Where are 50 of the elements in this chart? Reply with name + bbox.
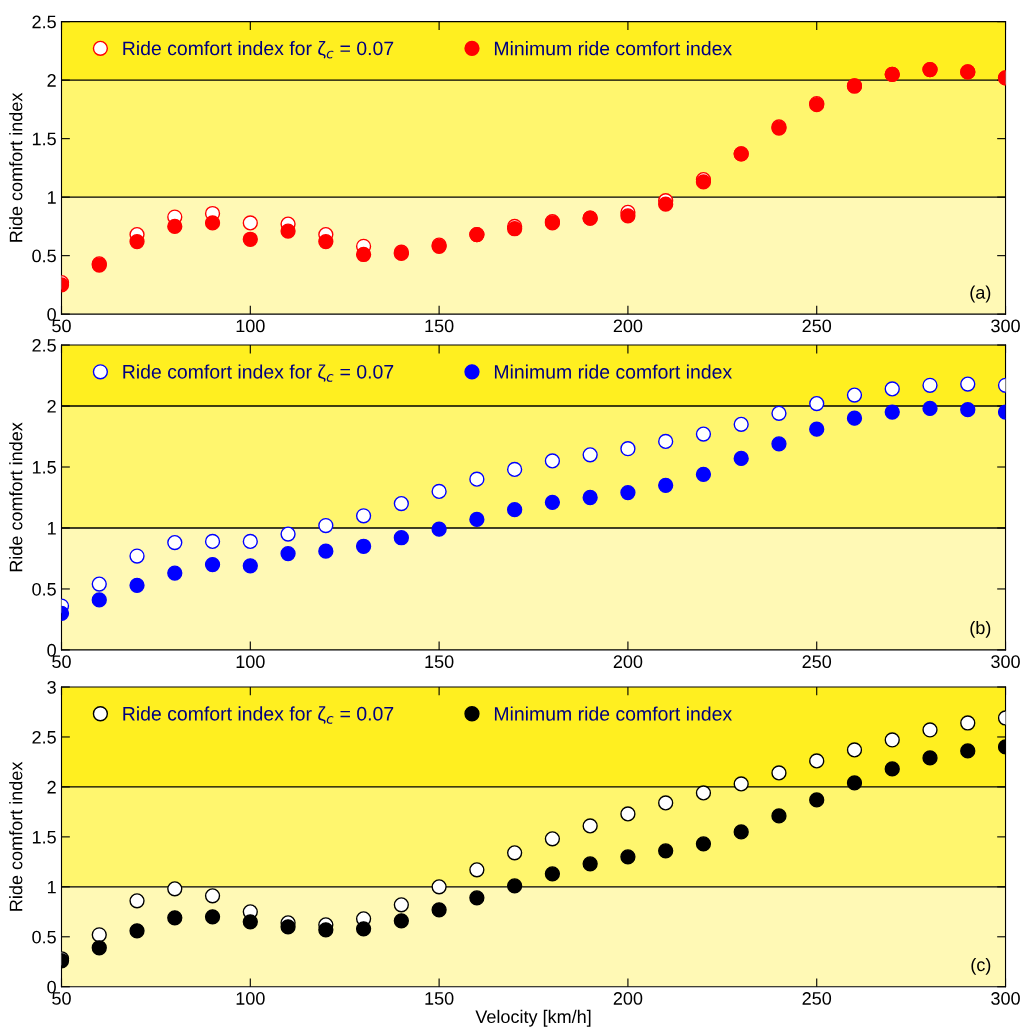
y-tick-label: 0.5: [32, 249, 56, 263]
y-tick-label: 2.5: [32, 338, 56, 352]
legend-label: Minimum ride comfort index: [494, 41, 732, 56]
annotation: (a): [970, 285, 991, 303]
y-tick-label: 1: [47, 522, 56, 535]
y-tick-label: 0.5: [32, 930, 56, 944]
x-tick-label: 200: [613, 992, 643, 1005]
x-tick-label: 150: [425, 655, 454, 669]
x-tick-label: 50: [52, 992, 71, 1005]
legend-label: Ride comfort index for ζ$_{c}$ = 0.07: [123, 706, 394, 724]
legend-label: Minimum ride comfort index: [494, 706, 732, 721]
y-tick-label: 0: [47, 980, 56, 994]
y-tick-label: 2.5: [32, 730, 56, 744]
y-tick-label: 1.5: [32, 831, 56, 844]
y-tick-label: 0: [47, 308, 56, 321]
y-tick-label: 1: [47, 880, 56, 894]
x-tick-label: 150: [425, 319, 454, 333]
x-tick-label: 300: [991, 319, 1020, 333]
x-tick-label: 250: [802, 992, 832, 1005]
x-tick-label: 250: [802, 319, 832, 333]
y-tick-label: 0.5: [32, 582, 56, 596]
y-tick-label: 1.5: [32, 461, 56, 474]
y-axis-title: Ride comfort index: [9, 761, 23, 911]
x-tick-label: 100: [236, 992, 265, 1005]
x-tick-label: 200: [613, 319, 643, 333]
x-tick-label: 250: [802, 655, 832, 669]
annotation: (b): [970, 620, 991, 638]
y-tick-label: 2: [47, 780, 56, 794]
legend-label: Ride comfort index for ζ$_{c}$ = 0.07: [123, 364, 394, 382]
y-tick-label: 2: [47, 74, 56, 87]
x-tick-label: 50: [52, 655, 71, 669]
x-tick-label: 300: [991, 992, 1020, 1005]
legend-label: Ride comfort index for ζ$_{c}$ = 0.07: [123, 40, 394, 59]
x-tick-label: 100: [236, 655, 265, 669]
x-tick-label: 200: [613, 655, 643, 669]
y-axis-title: Ride comfort index: [9, 92, 23, 242]
y-tick-label: 1: [47, 191, 56, 204]
x-tick-label: 50: [52, 319, 71, 333]
y-axis-title: Ride comfort index: [9, 422, 23, 572]
y-tick-label: 3: [47, 680, 56, 694]
y-tick-label: 2.5: [32, 15, 56, 29]
annotation: (c): [971, 957, 991, 975]
y-tick-label: 0: [47, 643, 56, 657]
x-tick-label: 300: [991, 655, 1020, 669]
x-tick-label: 150: [425, 992, 454, 1005]
x-axis-title: Velocity [km/h]: [475, 1009, 591, 1027]
x-tick-label: 100: [236, 319, 265, 333]
y-tick-label: 2: [47, 399, 56, 413]
legend-label: Minimum ride comfort index: [494, 364, 732, 379]
y-tick-label: 1.5: [32, 132, 56, 146]
